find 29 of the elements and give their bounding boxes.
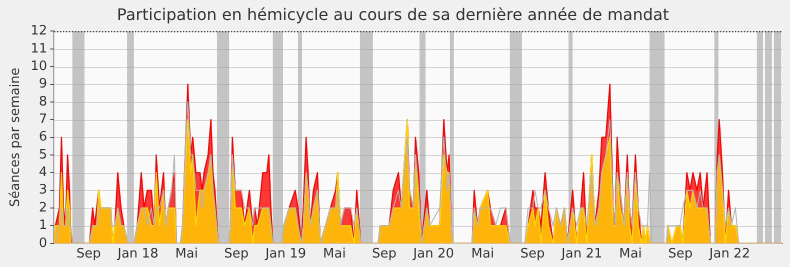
x-tick-label: Mai xyxy=(619,246,642,262)
x-tick-label: Sep xyxy=(520,246,545,262)
y-tick-label: 1 xyxy=(38,218,48,234)
y-tick-label: 8 xyxy=(38,94,48,110)
x-tick-label: Sep xyxy=(372,246,397,262)
x-tick-label: Mai xyxy=(471,246,494,262)
x-tick-label: Mai xyxy=(175,246,198,262)
y-tick-label: 4 xyxy=(38,165,48,180)
y-tick-label: 6 xyxy=(38,130,48,145)
y-tick-label: 11 xyxy=(30,41,48,56)
y-tick-label: 7 xyxy=(38,112,48,127)
x-tick-label: Sep xyxy=(668,246,693,262)
chart-title: Participation en hémicycle au cours de sa dernière année de mandat xyxy=(116,4,670,24)
x-tick-label: Mai xyxy=(323,246,346,262)
x-tick-label: Jan 21 xyxy=(560,246,602,262)
y-tick-label: 10 xyxy=(30,58,48,74)
y-tick-label: 5 xyxy=(38,147,48,162)
x-tick-label: Sep xyxy=(224,246,249,262)
x-tick-label: Jan 18 xyxy=(116,246,158,262)
x-tick-label: Jan 20 xyxy=(412,246,454,262)
x-tick-label: Sep xyxy=(76,246,101,262)
x-tick-label: Jan 22 xyxy=(708,246,750,262)
y-tick-label: 9 xyxy=(38,76,48,92)
y-tick-label: 2 xyxy=(38,200,48,216)
y-tick-label: 0 xyxy=(38,236,48,251)
x-tick-label: Jan 19 xyxy=(264,246,306,262)
y-axis-title: Séances par semaine xyxy=(8,68,24,208)
y-tick-label: 12 xyxy=(30,24,48,39)
y-tick-label: 3 xyxy=(38,182,48,198)
